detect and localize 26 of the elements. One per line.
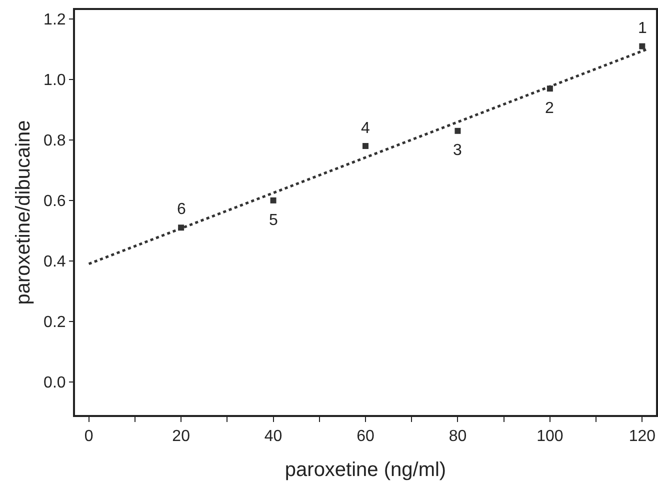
y-tick-label: 0.0 bbox=[44, 374, 66, 392]
x-tick-label: 100 bbox=[536, 428, 564, 446]
annotation: 3 bbox=[453, 142, 462, 159]
x-tick-label: 120 bbox=[628, 428, 656, 446]
y-tick-label: 0.8 bbox=[44, 132, 66, 150]
y-tick-label: 0.6 bbox=[44, 193, 66, 210]
annotation: 5 bbox=[269, 212, 278, 229]
x-tick-label: 20 bbox=[172, 428, 190, 446]
x-tick-label: 60 bbox=[356, 428, 374, 446]
annotation: 6 bbox=[177, 201, 186, 218]
x-tick-label: 40 bbox=[264, 428, 282, 446]
y-tick-label: 1.2 bbox=[44, 12, 66, 29]
point bbox=[639, 43, 646, 50]
annotation: 1 bbox=[638, 20, 647, 37]
y-tick-label: 1.0 bbox=[44, 72, 66, 90]
y-tick-label: 0.2 bbox=[44, 314, 66, 331]
point bbox=[454, 128, 461, 134]
annotation: 2 bbox=[545, 100, 554, 117]
point bbox=[270, 197, 276, 204]
y-axis-title: paroxetine/dibucaine bbox=[12, 120, 35, 305]
x-axis-title: paroxetine (ng/ml) bbox=[284, 459, 446, 482]
point bbox=[362, 143, 368, 150]
x-tick-label: 0 bbox=[84, 428, 94, 446]
x-tick-label: 80 bbox=[448, 428, 467, 446]
y-tick-label: 0.4 bbox=[44, 253, 66, 270]
annotation: 4 bbox=[361, 120, 370, 137]
